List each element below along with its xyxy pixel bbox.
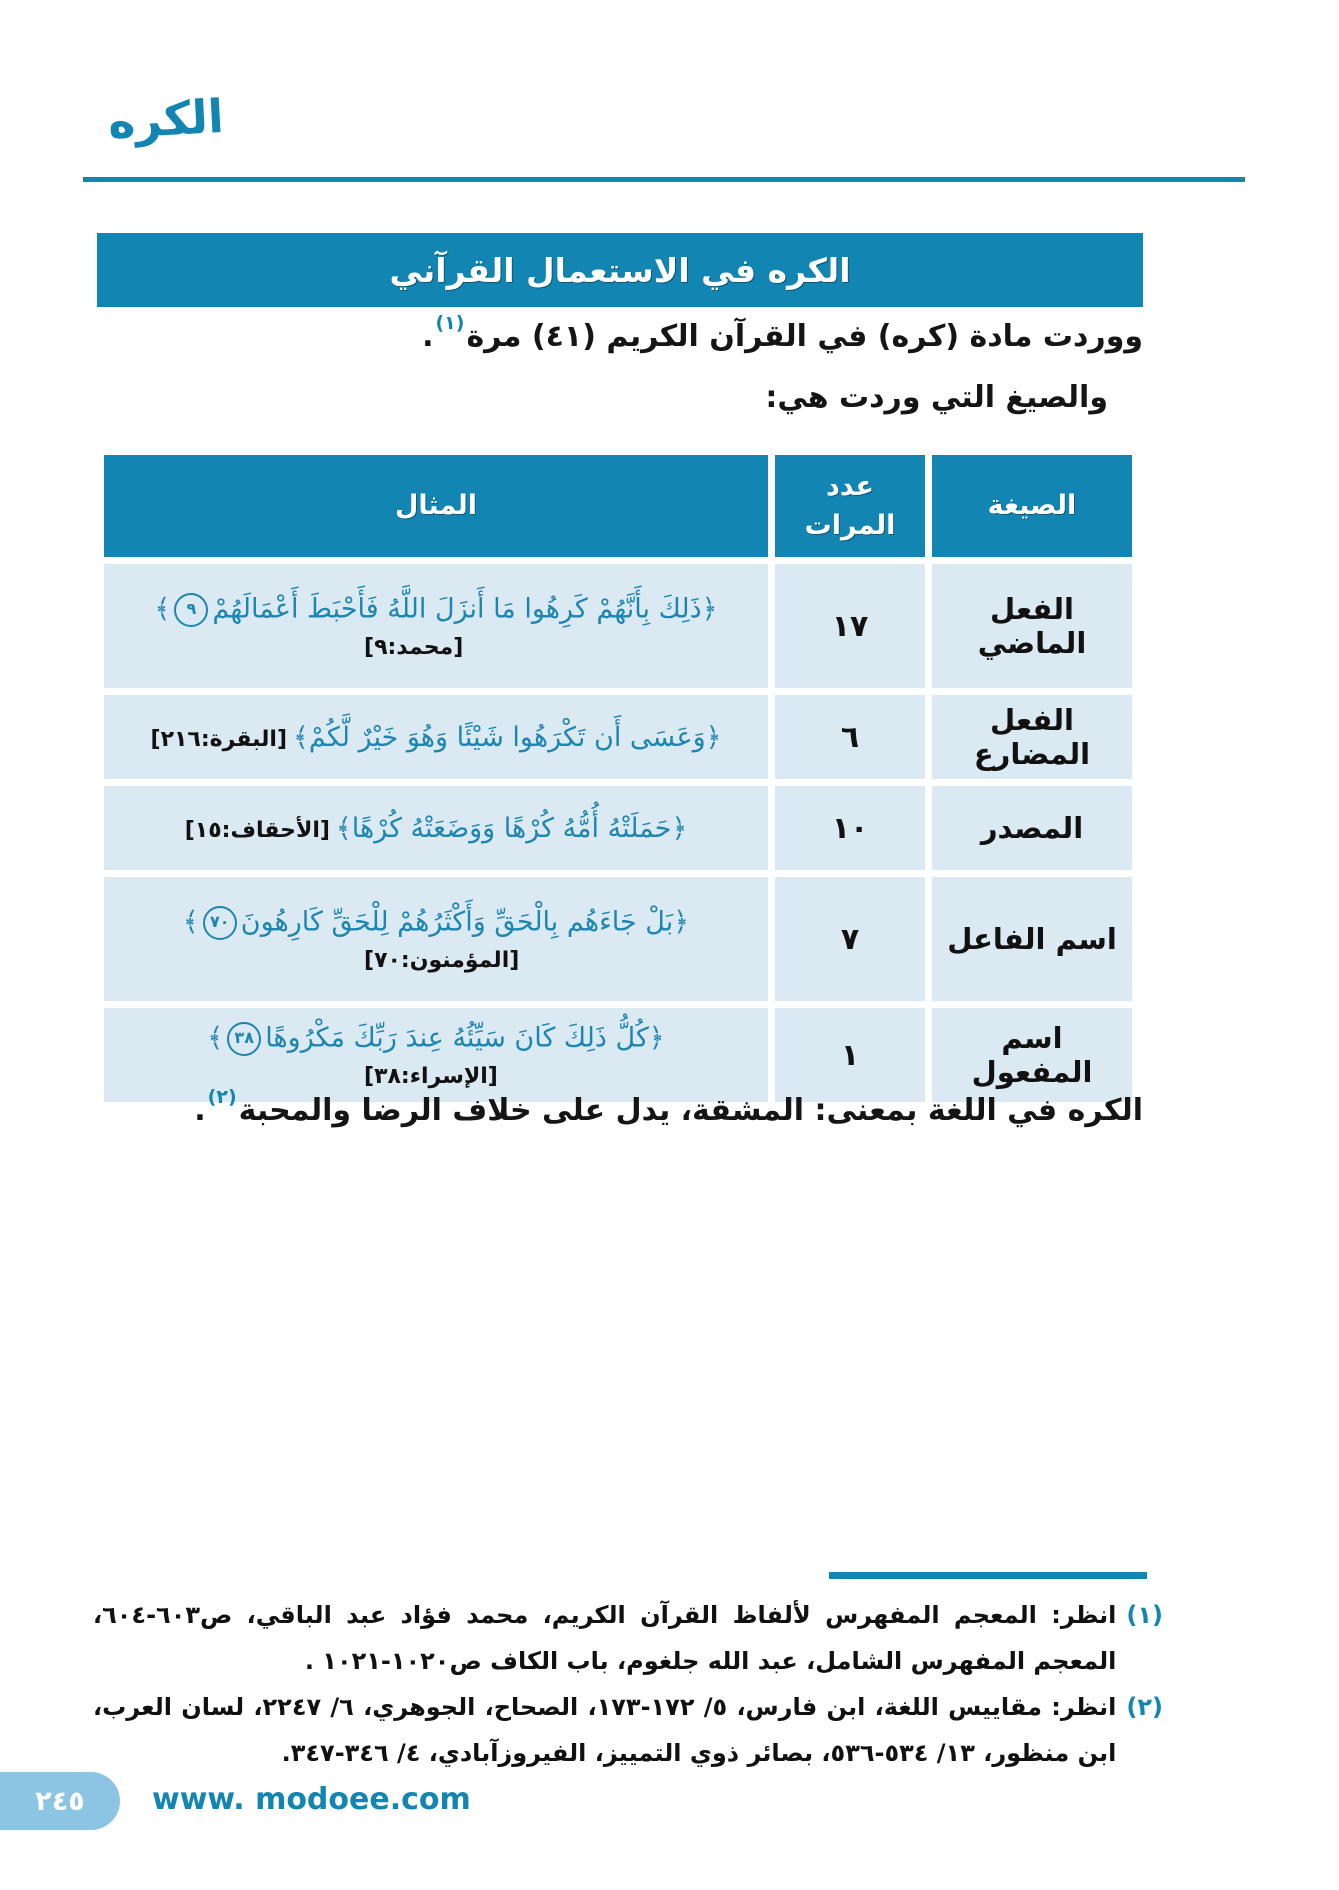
table-row-present-verb: الفعل المضارع ٦ ﴿وَعَسَى أَن تَكْرَهُوا … [104,695,1132,779]
example-cell: ﴿وَعَسَى أَن تَكْرَهُوا شَيْئًا وَهُوَ خ… [104,695,768,779]
count-value: ١٠ [775,786,925,870]
ayah-number-ornament: ٩ [174,592,209,627]
occurrence-text: ووردت مادة (كره) في القرآن الكريم (٤١) م… [466,319,1143,354]
example-cell: ﴿بَلْ جَاءَهُم بِالْحَقِّ وَأَكْثَرُهُمْ… [104,877,768,1001]
example-cell: ﴿حَمَلَتْهُ أُمُّهُ كُرْهًا وَوَضَعَتْهُ… [104,786,768,870]
occurrence-paragraph: ووردت مادة (كره) في القرآن الكريم (٤١) م… [422,312,1143,354]
form-label: الفعل الماضي [932,564,1132,688]
forms-table: الصيغة عدد المرات المثال الفعل الماضي ١٧… [97,448,1139,1109]
count-value: ٧ [775,877,925,1001]
ayah-number-ornament: ٣٨ [227,1021,262,1056]
verse-reference: [محمد:٩] [364,634,464,660]
verse-text: ﴿كُلُّ ذَلِكَ كَانَ سَيِّئُهُ عِندَ رَبِ… [265,1022,665,1053]
footnote-2: (٢) انظر: مقاييس اللغة، ابن فارس، ٥/ ١٧٢… [93,1684,1163,1776]
footnote-1-number: (١) [1126,1601,1163,1629]
occurrence-period: . [422,319,434,354]
section-title: الكره في الاستعمال القرآني [389,250,851,290]
quran-verse: ﴿بَلْ جَاءَهُم بِالْحَقِّ وَأَكْثَرُهُمْ… [114,905,758,940]
footnote-ref-1-marker: (١) [435,312,465,334]
verse-reference: [الأحقاف:١٥] [184,817,330,843]
table-row-active-participle: اسم الفاعل ٧ ﴿بَلْ جَاءَهُم بِالْحَقِّ و… [104,877,1132,1001]
quran-verse: ﴿حَمَلَتْهُ أُمُّهُ كُرْهًا وَوَضَعَتْهُ… [335,812,688,844]
forms-lead-in: والصيغ التي وردت هي: [765,380,1108,415]
verse-reference: [البقرة:٢١٦] [150,726,288,752]
website-link[interactable]: www. modoee.com [152,1782,471,1817]
verse-text: ﴿ذَلِكَ بِأَنَّهُمْ كَرِهُوا مَا أَنزَلَ… [212,593,718,624]
header-count: عدد المرات [775,455,925,557]
example-cell: ﴿كُلُّ ذَلِكَ كَانَ سَيِّئُهُ عِندَ رَبِ… [104,1008,768,1102]
header-rule [83,177,1245,182]
form-label: اسم الفاعل [932,877,1132,1001]
verse-close-bracket: ﴾ [207,1022,224,1053]
table-header-row: الصيغة عدد المرات المثال [104,455,1132,557]
example-cell: ﴿ذَلِكَ بِأَنَّهُمْ كَرِهُوا مَا أَنزَلَ… [104,564,768,688]
linguistic-meaning-paragraph: الكره في اللغة بمعنى: المشقة، يدل على خل… [194,1086,1143,1128]
footnote-1-text: انظر: المعجم المفهرس لألفاظ القرآن الكري… [93,1601,1117,1675]
conclusion-text: الكره في اللغة بمعنى: المشقة، يدل على خل… [238,1093,1143,1128]
footnote-2-number: (٢) [1126,1693,1163,1721]
form-label: اسم المفعول [932,1008,1132,1102]
section-banner: الكره في الاستعمال القرآني [97,233,1143,307]
footnote-ref-2-marker: (٢) [207,1086,237,1108]
header-example: المثال [104,455,768,557]
verse-reference: [المؤمنون:٧٠] [364,947,520,973]
verse-close-bracket: ﴾ [154,593,171,624]
quran-verse: ﴿كُلُّ ذَلِكَ كَانَ سَيِّئُهُ عِندَ رَبِ… [114,1021,758,1056]
verse-close-bracket: ﴾ [182,906,199,937]
ayah-number-ornament: ٧٠ [202,905,237,940]
table-row-passive-participle: اسم المفعول ١ ﴿كُلُّ ذَلِكَ كَانَ سَيِّئ… [104,1008,1132,1102]
footnote-1: (١) انظر: المعجم المفهرس لألفاظ القرآن ا… [93,1592,1163,1684]
footnote-separator [829,1572,1147,1579]
count-value: ١٧ [775,564,925,688]
footnote-2-text: انظر: مقاييس اللغة، ابن فارس، ٥/ ١٧٢-١٧٣… [93,1693,1117,1767]
quran-verse: ﴿وَعَسَى أَن تَكْرَهُوا شَيْئًا وَهُوَ خ… [293,721,722,753]
count-value: ١ [775,1008,925,1102]
count-value: ٦ [775,695,925,779]
verse-reference: [الإسراء:٣٨] [364,1063,498,1089]
quran-verse: ﴿ذَلِكَ بِأَنَّهُمْ كَرِهُوا مَا أَنزَلَ… [114,592,758,627]
table-row-past-verb: الفعل الماضي ١٧ ﴿ذَلِكَ بِأَنَّهُمْ كَرِ… [104,564,1132,688]
page-number: ٢٤٥ [35,1785,85,1817]
header-form: الصيغة [932,455,1132,557]
table-row-masdar: المصدر ١٠ ﴿حَمَلَتْهُ أُمُّهُ كُرْهًا وَ… [104,786,1132,870]
form-label: الفعل المضارع [932,695,1132,779]
page-margin-title: الكره [106,89,225,149]
page-number-tab: ٢٤٥ [0,1772,120,1830]
conclusion-period: . [194,1093,206,1128]
verse-text: ﴿بَلْ جَاءَهُم بِالْحَقِّ وَأَكْثَرُهُمْ… [240,906,690,937]
form-label: المصدر [932,786,1132,870]
